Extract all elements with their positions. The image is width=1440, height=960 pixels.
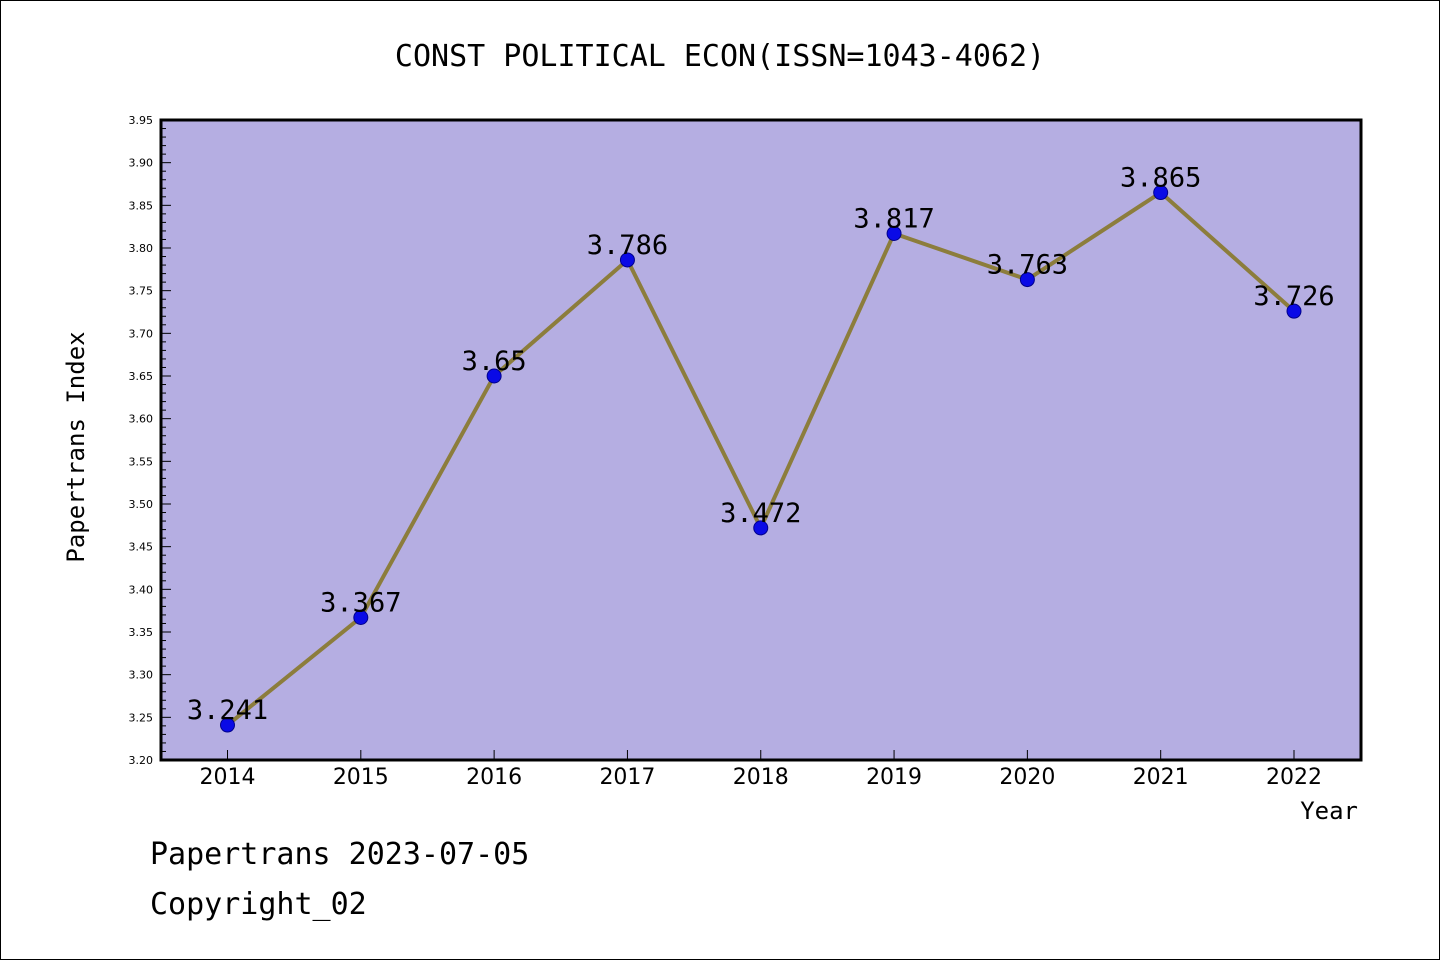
x-tick-label: 2022 [1266, 765, 1322, 790]
data-points [220, 185, 1302, 733]
y-tick-label: 3.20 [129, 754, 154, 767]
x-tick-label: 2014 [200, 765, 256, 790]
y-tick-label: 3.45 [129, 541, 154, 554]
data-point-marker [220, 717, 235, 733]
data-point-marker [753, 520, 769, 536]
y-tick-label: 3.95 [129, 114, 154, 127]
data-label: 3.786 [587, 230, 668, 261]
x-tick-label: 2017 [599, 765, 655, 790]
data-label: 3.817 [853, 203, 934, 234]
x-tick-label: 2016 [466, 765, 522, 790]
x-tick-label: 2020 [999, 765, 1055, 790]
data-point-marker [1153, 185, 1169, 201]
footer-date: Papertrans 2023-07-05 [150, 837, 529, 872]
y-tick-label: 3.35 [129, 626, 154, 639]
y-tick-label: 3.60 [129, 413, 154, 426]
y-tick-label: 3.85 [129, 199, 154, 212]
data-label: 3.241 [187, 695, 268, 726]
y-axis-label: Papertrans Index [62, 331, 90, 562]
data-point-marker [1019, 272, 1035, 288]
y-tick-label: 3.40 [129, 583, 154, 596]
y-tick-label: 3.65 [129, 370, 154, 383]
x-tick-label: 2019 [866, 765, 922, 790]
y-tick-label: 3.30 [129, 669, 154, 682]
y-tick-label: 3.75 [129, 285, 154, 298]
data-label: 3.865 [1120, 163, 1201, 194]
x-tick-label: 2015 [333, 765, 389, 790]
x-tick-label: 2021 [1133, 765, 1189, 790]
footer-copyright: Copyright_02 [150, 887, 367, 922]
data-point-marker [486, 368, 502, 384]
data-point-marker [1286, 303, 1302, 319]
y-tick-label: 3.90 [129, 157, 154, 170]
x-tick-label: 2018 [733, 765, 789, 790]
y-tick-label: 3.70 [129, 327, 154, 340]
data-label: 3.367 [320, 587, 401, 618]
data-point-marker [353, 609, 369, 625]
plot-area [159, 118, 1363, 762]
data-point-marker [619, 252, 635, 268]
data-label: 3.472 [720, 498, 801, 529]
data-point-marker [886, 225, 902, 241]
y-tick-label: 3.25 [129, 711, 154, 724]
data-label: 3.763 [987, 250, 1068, 281]
data-label: 3.65 [462, 346, 527, 377]
y-axis: 3.20 3.25 3.30 3.35 3.40 3.45 3.50 3.55 3.60 3.65… [129, 114, 171, 767]
data-label: 3.726 [1253, 281, 1334, 312]
y-tick-label: 3.50 [129, 498, 154, 511]
y-tick-label: 3.55 [129, 455, 154, 468]
x-axis-label: Year [1300, 797, 1358, 825]
x-axis: 2014 2015 2016 2017 2018 2019 2020 2021 2022 [200, 750, 1322, 790]
data-labels: 3.241 3.367 3.65 3.786 3.472 3.817 3.763 3.865 3… [187, 163, 1335, 726]
chart-title: CONST POLITICAL ECON(ISSN=1043-4062) [395, 39, 1045, 74]
y-tick-label: 3.80 [129, 242, 154, 255]
